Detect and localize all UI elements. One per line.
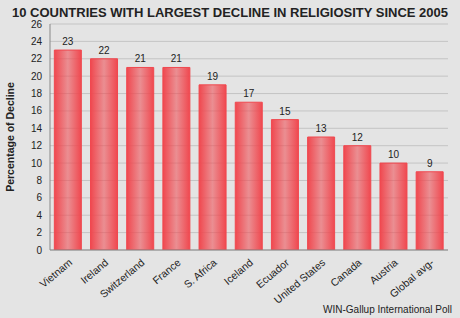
svg-text:United States: United States <box>271 256 327 306</box>
svg-text:16: 16 <box>31 105 43 116</box>
svg-text:Ecuador: Ecuador <box>253 256 292 291</box>
svg-text:Austria: Austria <box>367 256 400 286</box>
svg-text:21: 21 <box>135 53 147 64</box>
svg-text:24: 24 <box>31 36 43 47</box>
svg-text:17: 17 <box>243 88 255 99</box>
html-text:WIN-Gallup International Poll: WIN-Gallup International Poll <box>323 304 452 315</box>
svg-text:4: 4 <box>36 210 42 221</box>
svg-text:8: 8 <box>36 175 42 186</box>
svg-text:18: 18 <box>31 88 43 99</box>
svg-text:Percentage of Decline: Percentage of Decline <box>8 82 16 192</box>
svg-text:6: 6 <box>36 192 42 203</box>
svg-text:12: 12 <box>31 140 43 151</box>
svg-text:12: 12 <box>352 132 364 143</box>
svg-text:22: 22 <box>31 53 43 64</box>
svg-text:26: 26 <box>31 19 43 30</box>
svg-text:Iceland: Iceland <box>221 256 255 287</box>
svg-text:19: 19 <box>207 71 219 82</box>
svg-text:2: 2 <box>36 227 42 238</box>
svg-text:Switzerland: Switzerland <box>97 256 146 300</box>
html-text:10 COUNTRIES WITH LARGEST DECL: 10 COUNTRIES WITH LARGEST DECLINE IN REL… <box>12 5 448 20</box>
svg-text:10: 10 <box>31 158 43 169</box>
svg-text:0: 0 <box>36 245 42 256</box>
svg-text:Vietnam: Vietnam <box>37 256 74 290</box>
svg-text:15: 15 <box>279 106 291 117</box>
svg-text:14: 14 <box>31 123 43 134</box>
svg-text:10: 10 <box>388 149 400 160</box>
svg-text:France: France <box>150 256 183 286</box>
svg-text:20: 20 <box>31 71 43 82</box>
svg-text:21: 21 <box>171 53 183 64</box>
svg-text:Global avg-: Global avg- <box>387 256 436 300</box>
svg-text:9: 9 <box>427 158 433 169</box>
svg-text:23: 23 <box>62 36 74 47</box>
svg-text:13: 13 <box>316 123 328 134</box>
svg-text:S. Africa: S. Africa <box>181 256 219 290</box>
svg-text:Ireland: Ireland <box>78 256 110 286</box>
svg-text:Canada: Canada <box>328 256 364 289</box>
svg-text:22: 22 <box>98 45 110 56</box>
